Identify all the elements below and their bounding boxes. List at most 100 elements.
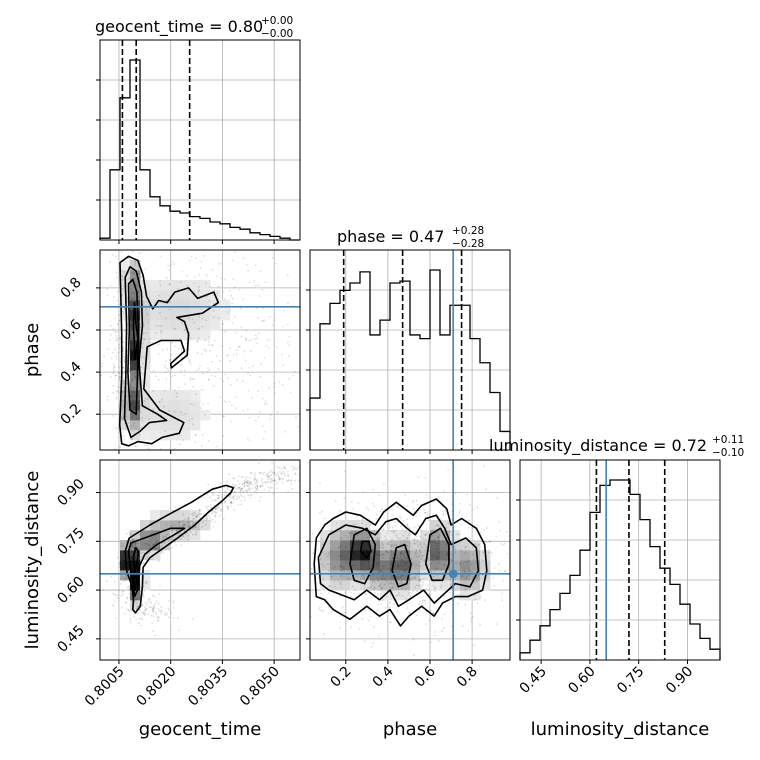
density-geocent-time-vs-luminosity-distance-sample <box>130 556 133 559</box>
density-phase-vs-luminosity-distance-frame <box>309 459 511 661</box>
density-geocent-time-vs-luminosity-distance-sample <box>135 538 138 540</box>
density-phase-vs-luminosity-distance-sample <box>329 585 331 588</box>
density-geocent-time-vs-luminosity-distance-sample <box>128 592 131 595</box>
density-phase-vs-luminosity-distance-sample <box>385 551 388 553</box>
density-geocent-time-vs-luminosity-distance-sample <box>214 507 217 510</box>
density-geocent-time-vs-phase-sample <box>282 364 285 367</box>
density-geocent-time-vs-luminosity-distance-cell <box>160 520 171 531</box>
density-phase-vs-luminosity-distance-sample <box>414 542 416 545</box>
density-geocent-time-vs-luminosity-distance-sample <box>238 483 241 485</box>
density-phase-vs-luminosity-distance-sample <box>445 526 448 529</box>
density-phase-vs-luminosity-distance-sample <box>379 570 382 572</box>
density-geocent-time-vs-phase-sample <box>229 347 232 350</box>
density-phase-vs-luminosity-distance-sample <box>362 491 365 494</box>
density-geocent-time-vs-luminosity-distance-sample <box>135 607 138 610</box>
density-geocent-time-vs-phase-sample <box>181 321 184 324</box>
density-phase-vs-luminosity-distance-sample <box>333 580 336 583</box>
density-phase-vs-luminosity-distance-sample <box>344 611 347 614</box>
density-geocent-time-vs-phase-sample <box>261 320 264 322</box>
density-geocent-time-vs-phase-sample <box>267 347 270 349</box>
density-geocent-time-vs-phase-sample <box>126 301 129 303</box>
density-geocent-time-vs-luminosity-distance-sample <box>189 530 192 533</box>
density-geocent-time-vs-luminosity-distance-sample <box>123 565 126 568</box>
density-phase-vs-luminosity-distance-sample <box>380 602 383 605</box>
density-geocent-time-vs-phase-sample <box>115 397 118 400</box>
density-geocent-time-vs-phase-sample <box>218 263 220 265</box>
density-geocent-time-vs-phase-sample <box>224 330 227 333</box>
density-geocent-time-vs-phase-sample <box>103 355 105 358</box>
density-geocent-time-vs-luminosity-distance-sample <box>139 586 142 589</box>
density-geocent-time-vs-luminosity-distance-sample <box>155 600 158 603</box>
ylabel-phase: phase <box>22 323 43 377</box>
density-geocent-time-vs-luminosity-distance-sample <box>259 485 262 488</box>
density-geocent-time-vs-phase-sample <box>207 378 210 381</box>
density-geocent-time-vs-phase-cell <box>150 390 161 401</box>
density-geocent-time-vs-phase-cell <box>140 330 151 341</box>
density-phase-vs-luminosity-distance-sample <box>394 521 396 523</box>
density-phase-vs-luminosity-distance-sample <box>430 571 433 574</box>
density-phase-vs-luminosity-distance-sample <box>340 569 343 572</box>
density-geocent-time-vs-luminosity-distance-sample <box>132 546 135 549</box>
density-geocent-time-vs-luminosity-distance-sample <box>126 558 129 561</box>
density-phase-vs-luminosity-distance-sample <box>362 575 365 578</box>
hist-phase-bin-6 <box>370 335 380 450</box>
density-geocent-time-vs-luminosity-distance-sample <box>217 494 220 497</box>
density-geocent-time-vs-luminosity-distance-sample <box>255 482 258 485</box>
density-geocent-time-vs-luminosity-distance-cell <box>160 530 171 541</box>
density-geocent-time-vs-phase-sample <box>131 360 134 362</box>
density-geocent-time-vs-phase-sample <box>174 389 176 392</box>
density-geocent-time-vs-phase-sample <box>223 278 226 281</box>
density-phase-vs-luminosity-distance-sample <box>471 616 474 618</box>
hist-luminosity-distance-bin-12 <box>640 520 650 660</box>
density-geocent-time-vs-phase-sample <box>157 343 160 346</box>
density-geocent-time-vs-phase-sample <box>139 279 142 282</box>
density-geocent-time-vs-phase-cell <box>190 280 201 291</box>
density-geocent-time-vs-phase-sample <box>262 438 265 440</box>
density-geocent-time-vs-phase-sample <box>188 419 191 422</box>
density-geocent-time-vs-luminosity-distance-sample <box>218 497 220 500</box>
density-geocent-time-vs-luminosity-distance-sample <box>285 480 288 483</box>
density-geocent-time-vs-luminosity-distance-sample <box>155 541 157 544</box>
density-phase-vs-luminosity-distance-cell <box>320 530 331 541</box>
density-phase-vs-luminosity-distance-sample <box>321 610 324 612</box>
density-geocent-time-vs-phase-sample <box>173 263 175 265</box>
density-phase-vs-luminosity-distance-sample <box>429 594 432 597</box>
density-geocent-time-vs-phase-contour-3 <box>132 301 139 361</box>
density-phase-vs-luminosity-distance-sample <box>443 613 446 616</box>
density-geocent-time-vs-phase-sample <box>134 368 136 371</box>
density-geocent-time-vs-luminosity-distance-sample <box>195 515 197 518</box>
density-geocent-time-vs-phase-sample <box>297 425 300 428</box>
density-geocent-time-vs-phase-sample <box>268 386 271 389</box>
density-geocent-time-vs-phase-sample <box>133 388 135 390</box>
density-geocent-time-vs-phase-sample <box>211 360 213 363</box>
density-phase-vs-luminosity-distance-sample <box>474 543 477 546</box>
density-geocent-time-vs-luminosity-distance-sample <box>260 479 263 482</box>
density-phase-vs-luminosity-distance-sample <box>432 560 435 563</box>
density-geocent-time-vs-luminosity-distance-sample <box>241 495 243 497</box>
density-geocent-time-vs-luminosity-distance-sample <box>145 580 148 583</box>
density-geocent-time-vs-phase-sample <box>119 446 121 448</box>
density-geocent-time-vs-phase-sample <box>224 401 227 404</box>
density-geocent-time-vs-phase-sample <box>255 307 258 310</box>
density-phase-vs-luminosity-distance-sample <box>445 544 448 546</box>
density-phase-vs-luminosity-distance-sample <box>431 529 434 532</box>
density-geocent-time-vs-phase-sample <box>181 346 183 349</box>
density-geocent-time-vs-luminosity-distance-sample <box>287 475 290 478</box>
density-geocent-time-vs-luminosity-distance-sample <box>230 500 233 503</box>
density-geocent-time-vs-phase-sample <box>143 399 146 402</box>
density-geocent-time-vs-luminosity-distance-sample <box>206 508 209 511</box>
density-geocent-time-vs-phase-sample <box>158 401 161 403</box>
density-geocent-time-vs-luminosity-distance-sample <box>194 512 197 515</box>
density-geocent-time-vs-phase-sample <box>228 400 231 403</box>
density-phase-vs-luminosity-distance-sample <box>421 554 424 557</box>
density-geocent-time-vs-phase-sample <box>131 317 133 320</box>
density-geocent-time-vs-luminosity-distance-sample <box>219 508 222 511</box>
density-phase-vs-luminosity-distance-sample <box>468 570 471 572</box>
density-geocent-time-vs-phase-sample <box>202 403 205 406</box>
density-phase-vs-luminosity-distance-sample <box>418 609 421 611</box>
hist-luminosity-distance-bin-17 <box>690 624 700 660</box>
density-geocent-time-vs-phase-sample <box>215 445 218 448</box>
density-phase-vs-luminosity-distance-cell <box>440 550 451 561</box>
density-geocent-time-vs-phase-sample <box>208 344 211 346</box>
density-geocent-time-vs-phase-sample <box>159 284 162 287</box>
